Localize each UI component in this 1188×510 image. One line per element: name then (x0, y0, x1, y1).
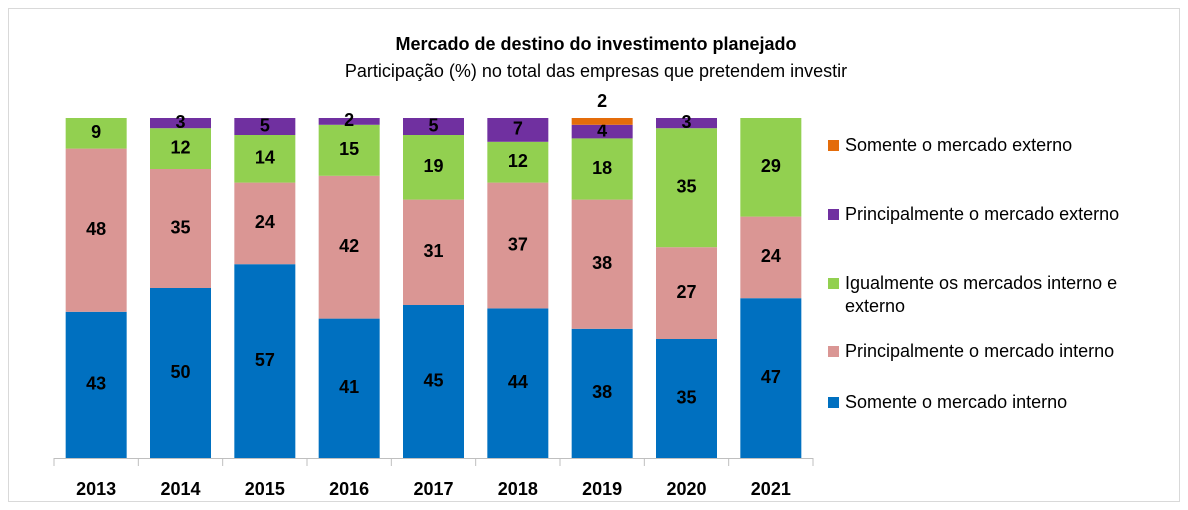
bar-segment (571, 328, 633, 458)
chart-subtitle: Participação (%) no total das empresas q… (345, 61, 847, 81)
data-label: 12 (170, 137, 190, 157)
data-label: 37 (508, 234, 528, 254)
bar-segment (656, 128, 717, 248)
x-tick-label: 2016 (329, 479, 369, 499)
legend-entry: Somente o mercado interno (828, 391, 1175, 414)
bar-segment (318, 175, 380, 319)
x-tick-label: 2018 (498, 479, 538, 499)
data-label: 44 (508, 372, 528, 392)
data-label: 43 (86, 374, 106, 394)
bar-segment (150, 288, 211, 458)
data-label: 14 (255, 148, 275, 168)
legend-swatch (828, 140, 839, 151)
data-label: 4 (597, 120, 607, 140)
data-label: 38 (592, 253, 612, 273)
bar-segment (234, 264, 296, 458)
legend-entry: Principalmente o mercado externo (828, 203, 1175, 226)
bar-segment (150, 118, 211, 129)
data-label: 50 (170, 362, 190, 382)
x-tick-label: 2021 (751, 479, 791, 499)
legend-entry: Igualmente os mercados interno e externo (828, 272, 1175, 318)
data-label: 35 (676, 176, 696, 196)
data-label: 24 (255, 212, 275, 232)
x-tick-label: 2020 (666, 479, 706, 499)
bar-segment (740, 118, 802, 217)
data-label: 45 (423, 370, 443, 390)
bar-segment (487, 141, 549, 183)
x-tick-label: 2019 (582, 479, 622, 499)
bar-segment (65, 148, 127, 312)
data-label: 2 (597, 91, 607, 111)
data-label: 5 (260, 115, 270, 135)
x-tick-label: 2017 (413, 479, 453, 499)
legend-swatch (828, 397, 839, 408)
data-label: 24 (761, 246, 781, 266)
legend-swatch (828, 209, 839, 220)
legend-label: Somente o mercado interno (845, 392, 1068, 412)
data-label: 38 (592, 382, 612, 402)
data-label: 12 (508, 151, 528, 171)
data-label: 57 (255, 350, 275, 370)
bar-segment (150, 169, 211, 288)
data-label: 27 (676, 282, 696, 302)
bar-segment (65, 118, 127, 149)
data-label: 31 (423, 241, 443, 261)
x-tick-label: 2015 (245, 479, 285, 499)
data-label: 42 (339, 236, 359, 256)
bar-segment (403, 118, 464, 135)
legend-swatch (828, 346, 839, 357)
bar-segment (656, 118, 717, 129)
bar-segment (150, 128, 211, 169)
data-label: 19 (423, 156, 443, 176)
legend-entry: Somente o mercado externo (828, 134, 1175, 157)
data-label: 15 (339, 139, 359, 159)
bar-segment (403, 305, 464, 458)
bar-segment (487, 182, 549, 309)
bar-segment (571, 118, 633, 125)
legend-label: Somente o mercado externo (845, 135, 1073, 155)
data-label: 7 (513, 119, 523, 139)
bar-segment (487, 308, 549, 458)
legend-label: Principalmente o mercado interno (845, 341, 1115, 361)
data-label: 18 (592, 158, 612, 178)
bar-segment (234, 135, 296, 183)
x-tick-label: 2014 (160, 479, 200, 499)
bar-segment (487, 118, 549, 142)
data-label: 9 (91, 122, 101, 142)
data-label: 47 (761, 367, 781, 387)
bar-segment (65, 311, 127, 458)
frame (8, 8, 1180, 502)
bar-segment (656, 247, 717, 339)
data-label: 29 (761, 156, 781, 176)
data-label: 35 (170, 217, 190, 237)
bar-segment (318, 318, 380, 458)
bar-segment (403, 199, 464, 305)
bar-segment (234, 182, 296, 265)
x-tick-label: 2013 (76, 479, 116, 499)
legend-label: Principalmente o mercado externo (845, 204, 1120, 224)
bar-segment (318, 124, 380, 176)
chart-title: Mercado de destino do investimento plane… (395, 34, 796, 54)
bar-segment (403, 135, 464, 200)
bar-segment (740, 298, 802, 458)
bar-segment (234, 118, 296, 135)
data-label: 48 (86, 219, 106, 239)
data-label: 35 (676, 387, 696, 407)
bar-segment (571, 199, 633, 329)
data-label: 41 (339, 377, 359, 397)
data-label: 3 (681, 112, 691, 132)
bar-segment (571, 124, 633, 139)
data-label: 5 (428, 115, 438, 135)
bar-segment (656, 339, 717, 458)
bar-segment (318, 118, 380, 125)
legend-label: Igualmente os mercados interno e externo (845, 273, 1118, 316)
bar-segment (571, 138, 633, 200)
legend-entry: Principalmente o mercado interno (828, 340, 1175, 363)
bar-segment (740, 216, 802, 299)
data-label: 3 (175, 112, 185, 132)
legend-swatch (828, 278, 839, 289)
data-label: 2 (344, 110, 354, 130)
